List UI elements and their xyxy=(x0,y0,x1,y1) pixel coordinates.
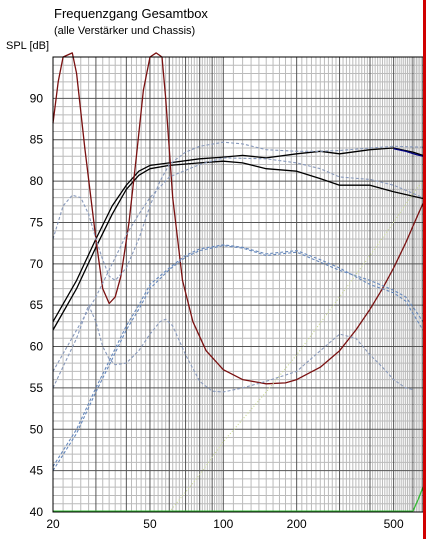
y-tick-label: 60 xyxy=(30,340,44,354)
y-tick-label: 45 xyxy=(30,464,44,478)
series-line-5 xyxy=(52,141,424,281)
x-tick-label: 500 xyxy=(384,517,404,531)
series-line-4 xyxy=(52,52,424,385)
x-tick-labels: 20 50 100 200 500 xyxy=(46,517,404,531)
y-axis-label: SPL [dB] xyxy=(6,40,50,52)
y-tick-label: 50 xyxy=(30,422,44,436)
y-tick-label: 80 xyxy=(30,174,44,188)
window-border-right xyxy=(423,0,426,539)
series-line-11 xyxy=(53,486,424,512)
y-tick-label: 85 xyxy=(30,133,44,147)
series-line-1 xyxy=(52,160,424,331)
series-line-6 xyxy=(52,157,424,372)
y-tick-label: 90 xyxy=(30,91,44,105)
x-tick-label: 100 xyxy=(213,517,233,531)
y-tick-label: 40 xyxy=(30,505,44,519)
series-line-8 xyxy=(52,244,424,467)
x-tick-label: 50 xyxy=(143,517,157,531)
y-tick-label: 75 xyxy=(30,215,44,229)
y-tick-labels: 40 45 50 55 60 65 70 75 80 85 90 xyxy=(30,91,44,519)
x-tick-label: 20 xyxy=(46,517,60,531)
series-line-9 xyxy=(52,245,424,471)
y-tick-label: 55 xyxy=(30,381,44,395)
y-tick-label: 70 xyxy=(30,257,44,271)
chart-title: Frequenzgang Gesamtbox xyxy=(54,6,208,21)
chart-subtitle: (alle Verstärker und Chassis) xyxy=(54,25,196,37)
y-tick-label: 65 xyxy=(30,298,44,312)
x-tick-label: 200 xyxy=(287,517,307,531)
series-line-2 xyxy=(52,147,424,323)
series-line-7 xyxy=(52,304,414,393)
series-lines xyxy=(52,52,424,513)
series-line-3 xyxy=(393,148,424,157)
